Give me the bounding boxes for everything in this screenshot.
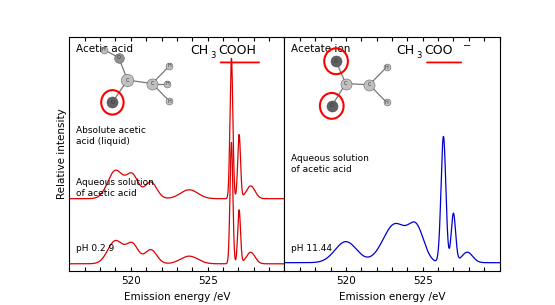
Text: Absolute acetic
acid (liquid): Absolute acetic acid (liquid) xyxy=(76,126,146,146)
X-axis label: Emission energy /eV: Emission energy /eV xyxy=(339,292,445,302)
X-axis label: Emission energy /eV: Emission energy /eV xyxy=(124,292,230,302)
Text: O: O xyxy=(117,55,121,60)
Text: COO: COO xyxy=(424,44,453,57)
Text: O: O xyxy=(334,59,338,64)
Y-axis label: Relative intensity: Relative intensity xyxy=(57,109,67,199)
Text: O: O xyxy=(110,100,114,105)
Text: H: H xyxy=(168,63,171,68)
Text: Acetate ion: Acetate ion xyxy=(291,44,350,54)
Text: Acetic acid: Acetic acid xyxy=(76,44,133,54)
Text: Aqueous solution
of acetic acid: Aqueous solution of acetic acid xyxy=(76,178,154,198)
Text: CH: CH xyxy=(396,44,415,57)
Text: COOH: COOH xyxy=(218,44,256,57)
Text: O: O xyxy=(330,103,334,108)
Text: H: H xyxy=(168,99,171,104)
Text: pH 11.44: pH 11.44 xyxy=(291,244,332,253)
Text: H: H xyxy=(165,81,169,86)
Text: CH: CH xyxy=(190,44,208,57)
Text: H: H xyxy=(385,100,388,105)
Text: Aqueous solution
of acetic acid: Aqueous solution of acetic acid xyxy=(291,154,369,174)
Text: H: H xyxy=(102,47,105,52)
Text: C: C xyxy=(368,82,371,87)
Text: 3: 3 xyxy=(417,51,422,60)
Text: H: H xyxy=(385,65,388,70)
Text: 3: 3 xyxy=(210,51,215,60)
Text: C: C xyxy=(126,77,129,83)
Text: −: − xyxy=(463,41,471,51)
Text: C: C xyxy=(150,81,154,86)
Text: pH 0.2 9: pH 0.2 9 xyxy=(76,244,114,253)
Text: C: C xyxy=(344,81,347,86)
